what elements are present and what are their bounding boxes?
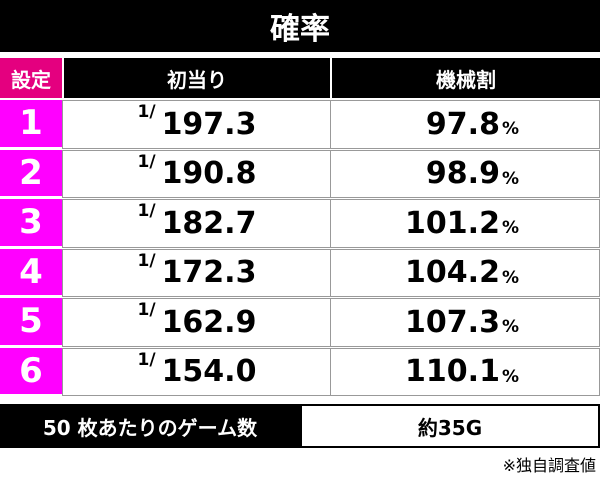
hit-cell: 1/190.8 [62,149,332,198]
hit-value: 190.8 [161,156,257,192]
rate-value: 97.8 [425,106,500,142]
hit-cell: 1/172.3 [62,248,332,297]
rate-cell: 98.9% [330,149,600,198]
header-cell: 設定 [0,58,62,98]
hit-prefix: 1/ [137,349,156,370]
rate-cell: 110.1% [330,347,600,396]
hit-prefix: 1/ [137,250,156,271]
hit-cell: 1/182.7 [62,199,332,248]
rate-unit: % [501,218,519,239]
note: ※独自調査値 [502,456,596,475]
hit-prefix: 1/ [137,201,156,222]
rate-unit: % [501,267,519,288]
hit-prefix: 1/ [137,151,156,172]
setting: 1 [0,100,62,149]
rate-value: 110.1 [405,354,500,390]
setting: 2 [0,149,62,198]
footer-label: 50 枚あたりのゲーム数 [0,404,300,448]
header-cell: 初当り [64,58,330,98]
rate-cell: 104.2% [330,248,600,297]
header-cell: 機械割 [332,58,600,98]
setting: 3 [0,199,62,248]
hit-prefix: 1/ [137,300,156,321]
setting: 5 [0,298,62,347]
hit-cell: 1/197.3 [62,100,332,149]
hit-value: 162.9 [161,304,257,340]
rate-cell: 101.2% [330,199,600,248]
rate-value: 98.9 [425,156,500,192]
hit-cell: 1/162.9 [62,298,332,347]
footer-value: 約35G [300,404,600,448]
rate-cell: 97.8% [330,100,600,149]
rate-unit: % [501,119,519,140]
hit-value: 182.7 [161,205,257,241]
setting: 4 [0,248,62,297]
rate-unit: % [501,168,519,189]
hit-value: 197.3 [161,106,257,142]
rate-value: 104.2 [405,255,500,291]
rate-unit: % [501,317,519,338]
hit-value: 154.0 [161,354,257,390]
title: 確率 [0,0,600,52]
setting: 6 [0,347,62,396]
hit-cell: 1/154.0 [62,347,332,396]
rate-value: 107.3 [405,304,500,340]
rate-value: 101.2 [405,205,500,241]
hit-value: 172.3 [161,255,257,291]
rate-cell: 107.3% [330,298,600,347]
rate-unit: % [501,366,519,387]
hit-prefix: 1/ [137,102,156,123]
